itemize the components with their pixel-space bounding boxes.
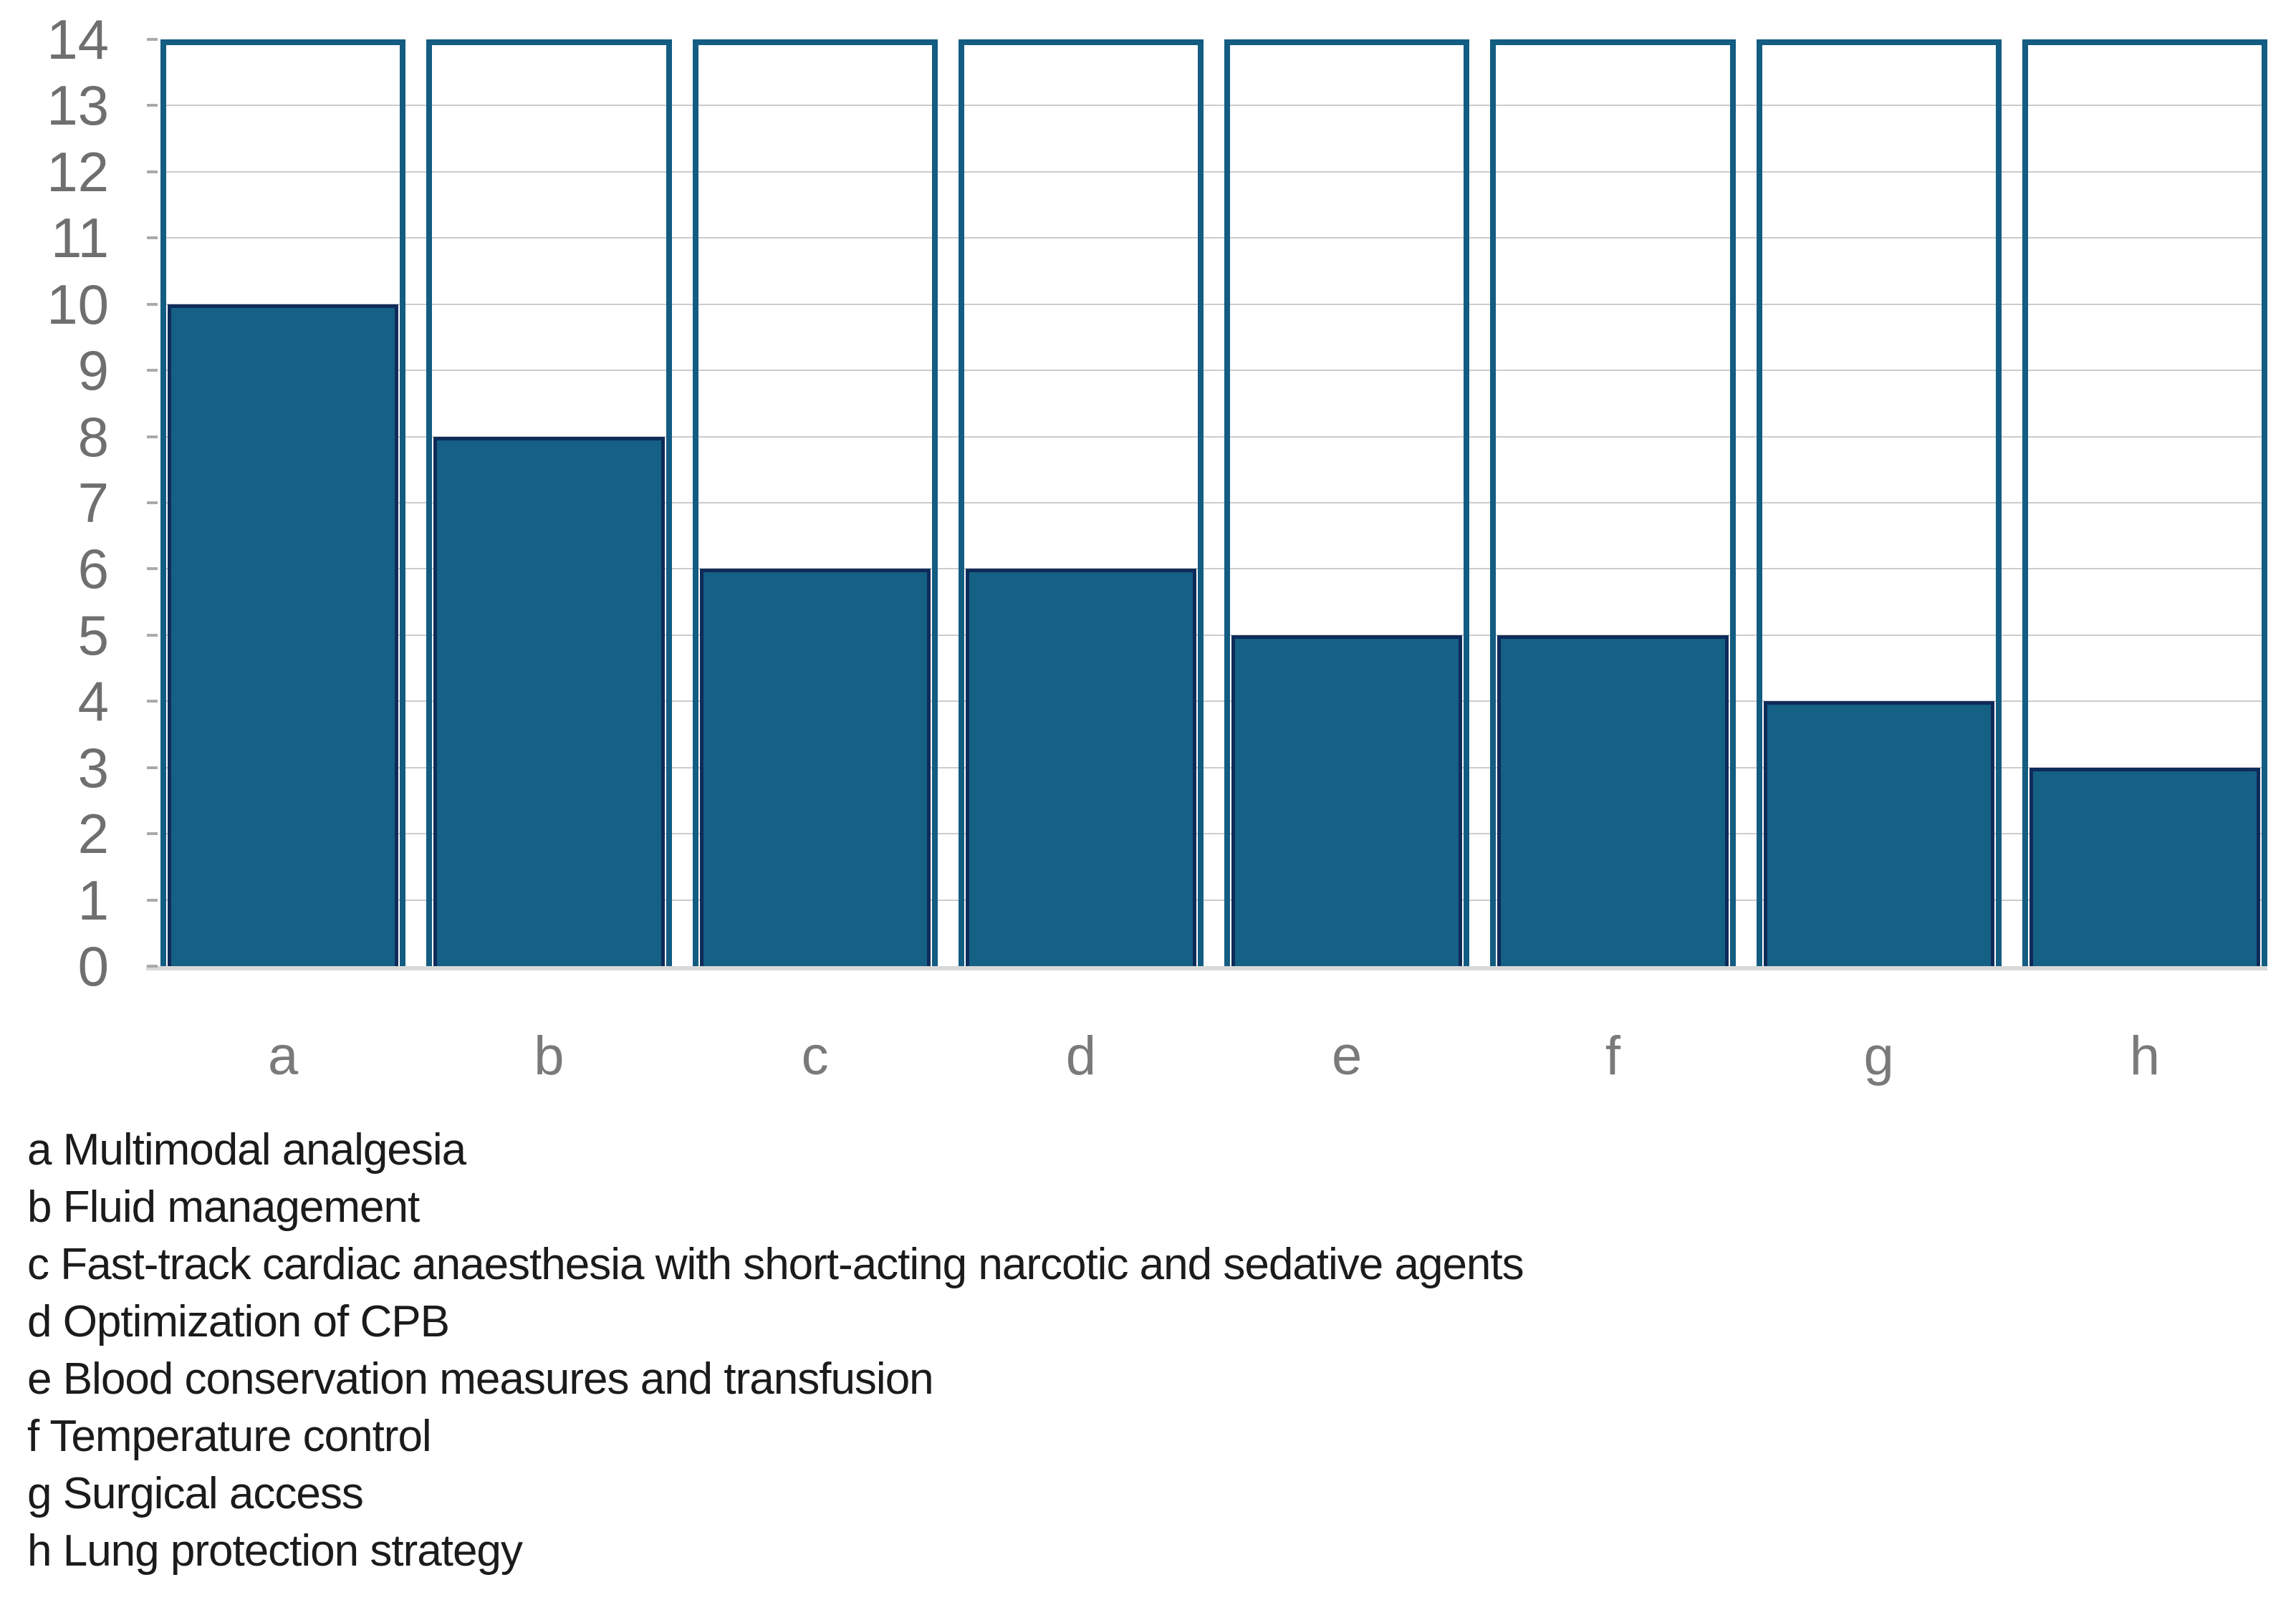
y-axis-tick-mark <box>147 170 158 173</box>
gridline <box>160 899 2267 901</box>
bar-max-frame <box>160 39 406 966</box>
bar-fill <box>1231 635 1463 966</box>
chart-legend: a Multimodal analgesia b Fluid management… <box>27 1122 2275 1580</box>
y-axis-tick-mark <box>147 832 158 836</box>
y-axis-tick-mark <box>147 766 158 769</box>
gridline <box>160 170 2267 173</box>
y-axis-tick-mark <box>147 567 158 571</box>
legend-line: h Lung protection strategy <box>27 1526 523 1576</box>
y-axis-tick-label: 4 <box>77 670 109 733</box>
gridline <box>160 833 2267 835</box>
legend-line: e Blood conservation measures and transf… <box>27 1354 934 1404</box>
y-axis-tick-label: 12 <box>47 140 109 203</box>
y-axis-tick-mark <box>147 435 158 438</box>
y-axis-tick-mark <box>147 501 158 504</box>
bar-fill <box>2029 767 2260 966</box>
bar-slot <box>1490 39 1736 966</box>
y-axis-tick-label: 9 <box>77 339 109 403</box>
x-axis-labels: a b c d e f g h <box>160 1021 2267 1092</box>
x-axis-category-label: a <box>267 1026 299 1086</box>
legend-line: f Temperature control <box>27 1412 432 1461</box>
bar-slot <box>160 39 406 966</box>
bar-fill <box>1497 635 1729 966</box>
y-axis-tick-mark <box>147 38 158 41</box>
gridline <box>160 435 2267 438</box>
x-axis-category-label: c <box>801 1026 829 1086</box>
bar-max-frame <box>1756 39 2002 966</box>
bars-container <box>160 39 2267 966</box>
bar-slot <box>1224 39 1470 966</box>
bar-fill <box>168 304 399 966</box>
bar-slot <box>958 39 1204 966</box>
bar-max-frame <box>958 39 1204 966</box>
gridline <box>160 568 2267 570</box>
x-axis-category-label: h <box>2129 1026 2161 1086</box>
gridline <box>160 105 2267 107</box>
x-axis-baseline <box>146 966 2267 970</box>
y-axis-tick-label: 10 <box>47 272 109 336</box>
y-axis-tick-mark <box>147 700 158 703</box>
gridline <box>160 502 2267 503</box>
y-axis-tick-mark <box>147 302 158 306</box>
bar-max-frame <box>2022 39 2267 966</box>
gridline <box>160 303 2267 305</box>
y-axis-tick-label: 3 <box>77 736 109 799</box>
y-axis-tick-label: 0 <box>77 935 109 998</box>
y-axis-tick-label: 6 <box>77 537 109 601</box>
y-axis-tick-label: 1 <box>77 868 109 932</box>
x-axis-category-label: f <box>1605 1026 1620 1086</box>
x-axis-category-label: b <box>534 1026 565 1086</box>
y-axis-tick-label: 11 <box>51 206 109 270</box>
legend-line: d Optimization of CPB <box>27 1297 450 1346</box>
y-axis-tick-mark <box>147 898 158 902</box>
gridline <box>160 237 2267 239</box>
bar-fill <box>699 569 931 966</box>
x-axis-category-label: d <box>1065 1026 1097 1086</box>
bar-slot <box>426 39 672 966</box>
bar-max-frame <box>1224 39 1470 966</box>
y-axis-tick-label: 13 <box>47 74 109 138</box>
y-axis-tick-mark <box>147 236 158 240</box>
gridline <box>160 370 2267 372</box>
x-axis-category-label: g <box>1863 1026 1894 1086</box>
bar-slot <box>692 39 938 966</box>
legend-line: g Surgical access <box>27 1469 364 1518</box>
x-axis-category-label: e <box>1331 1026 1363 1086</box>
bar-fill <box>965 569 1196 966</box>
bar-slot <box>1756 39 2002 966</box>
plot-area <box>146 39 2267 970</box>
y-axis-tick-mark <box>147 104 158 107</box>
gridline <box>160 634 2267 636</box>
legend-line: c Fast-track cardiac anaesthesia with sh… <box>27 1240 1524 1289</box>
y-axis-tick-label: 14 <box>47 8 109 71</box>
bar-max-frame <box>426 39 672 966</box>
legend-line: a Multimodal analgesia <box>27 1125 466 1175</box>
bar-max-frame <box>692 39 938 966</box>
y-axis-tick-mark <box>147 965 158 968</box>
y-axis-tick-mark <box>147 369 158 372</box>
bar-fill <box>433 436 665 966</box>
bar-max-frame <box>1490 39 1736 966</box>
legend-line: b Fluid management <box>27 1182 420 1232</box>
y-axis-tick-label: 5 <box>77 603 109 667</box>
y-axis-tick-label: 7 <box>77 471 109 534</box>
bar-slot <box>2022 39 2267 966</box>
y-axis-tick-mark <box>147 633 158 637</box>
y-axis-tick-label: 2 <box>77 802 109 866</box>
y-axis-tick-label: 8 <box>77 405 109 468</box>
gridline <box>160 700 2267 703</box>
bar-fill <box>1763 701 1994 966</box>
gridline <box>160 766 2267 768</box>
